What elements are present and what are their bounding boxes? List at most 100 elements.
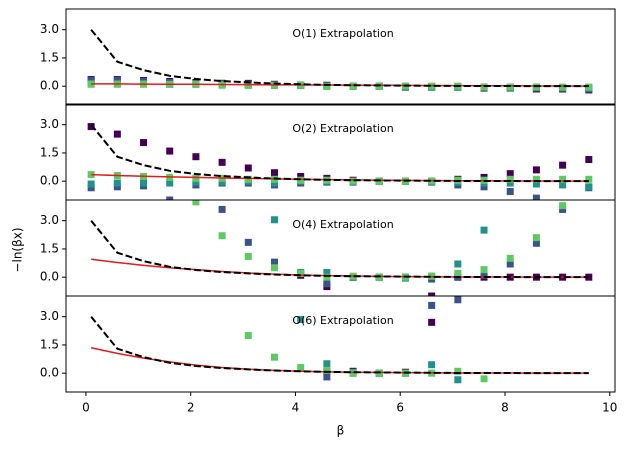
y-tick-label: 3.0 [40, 309, 59, 323]
marker [506, 179, 514, 187]
marker [559, 175, 567, 183]
x-tick-label: 4 [292, 401, 300, 415]
marker [166, 196, 174, 200]
marker [87, 184, 95, 192]
x-axis-label: β [337, 424, 345, 438]
marker [244, 252, 252, 260]
x-tick-label: 10 [602, 401, 617, 415]
panel-title: O(4) Extrapolation [292, 218, 393, 231]
marker [323, 280, 331, 288]
marker [192, 174, 200, 182]
dashed-line [90, 316, 589, 375]
marker [506, 254, 514, 262]
marker [270, 258, 278, 266]
marker [532, 180, 540, 188]
marker [349, 177, 357, 185]
panel-plot [87, 123, 593, 200]
y-tick-label: 0.0 [40, 174, 59, 188]
dashed-line [90, 29, 589, 88]
marker [192, 178, 200, 186]
marker [506, 260, 514, 268]
marker [480, 83, 488, 91]
x-tick-label: 6 [396, 401, 404, 415]
marker [192, 200, 200, 206]
marker [532, 175, 540, 183]
marker [480, 266, 488, 274]
marker [506, 175, 514, 183]
marker [428, 292, 436, 296]
x-tick-label: 8 [501, 401, 509, 415]
marker [297, 176, 305, 184]
marker [428, 318, 436, 326]
marker [480, 271, 488, 279]
y-tick-label: 3.0 [40, 213, 59, 227]
marker [244, 175, 252, 183]
marker [323, 82, 331, 90]
panel-title: O(2) Extrapolation [292, 122, 393, 135]
marker [532, 234, 540, 242]
marker [244, 332, 252, 340]
marker [454, 367, 462, 375]
line [91, 258, 589, 278]
panel-plot [90, 296, 589, 384]
marker [113, 183, 121, 191]
y-tick-label: 0.0 [40, 366, 59, 380]
marker [244, 238, 252, 246]
marker [218, 178, 226, 186]
x-tick-label: 2 [187, 401, 195, 415]
panel-plot [90, 200, 593, 296]
marker [585, 156, 593, 164]
marker [506, 83, 514, 91]
marker [218, 81, 226, 89]
marker [559, 161, 567, 169]
marker [532, 166, 540, 174]
panel-frame [65, 199, 616, 297]
dashed-line [90, 220, 589, 279]
marker [349, 82, 357, 90]
y-tick-label: 1.5 [40, 241, 59, 255]
y-axis-label: −ln(βx) [11, 227, 25, 272]
marker [166, 179, 174, 187]
dashed-line [90, 124, 589, 183]
marker [297, 172, 305, 180]
marker [270, 216, 278, 224]
y-tick-label: 1.5 [40, 145, 59, 159]
marker [270, 179, 278, 187]
marker [480, 375, 488, 383]
panel-title: O(6) Extrapolation [292, 314, 393, 327]
marker [270, 353, 278, 361]
line [90, 347, 589, 374]
marker [297, 364, 305, 372]
marker [506, 170, 514, 178]
x-tick-label: 0 [82, 401, 90, 415]
marker [140, 139, 148, 147]
panel-frame [65, 8, 616, 106]
marker [218, 158, 226, 166]
marker [559, 205, 567, 213]
marker [454, 296, 462, 304]
marker [428, 361, 436, 369]
marker [454, 376, 462, 384]
marker [559, 83, 567, 91]
marker [323, 268, 331, 276]
marker [270, 264, 278, 272]
marker [140, 179, 148, 187]
y-tick-label: 3.0 [40, 22, 59, 36]
marker [87, 123, 95, 131]
marker [506, 188, 514, 196]
marker [87, 180, 95, 188]
marker [270, 169, 278, 177]
panel-title: O(1) Extrapolation [292, 27, 393, 40]
marker [559, 202, 567, 210]
y-tick-label: 1.5 [40, 50, 59, 64]
marker [218, 205, 226, 213]
marker [166, 147, 174, 155]
marker [585, 183, 593, 191]
marker [323, 360, 331, 368]
marker [113, 179, 121, 187]
marker [297, 316, 305, 324]
marker [532, 239, 540, 247]
marker [113, 130, 121, 138]
marker [323, 273, 331, 281]
